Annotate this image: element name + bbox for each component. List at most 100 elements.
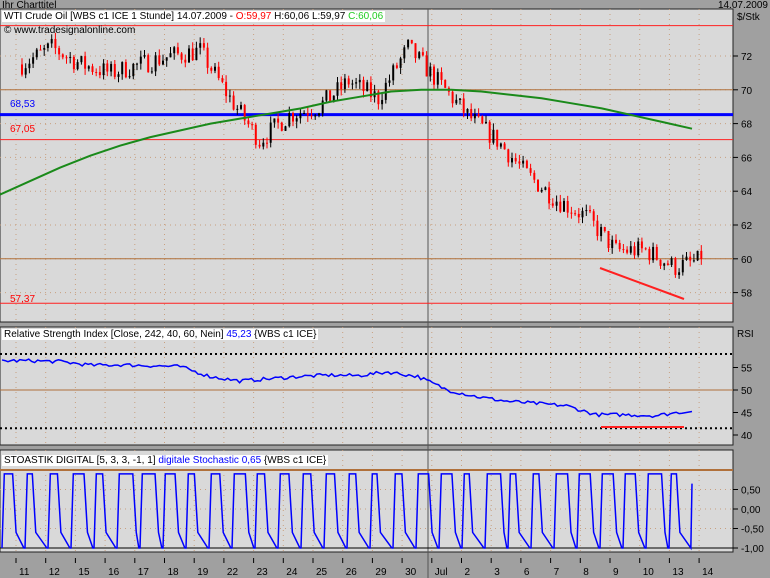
candle-body: [603, 227, 606, 232]
rsi-legend-text: Relative Strength Index [Close, 242, 40,…: [4, 329, 224, 340]
candle-body: [421, 52, 424, 56]
candle-body: [700, 250, 703, 259]
candle-body: [35, 49, 38, 58]
open-value: O:59,97: [235, 11, 272, 22]
candle-body: [325, 90, 328, 101]
candle-body: [369, 82, 372, 98]
candle-body: [615, 239, 617, 243]
candle-body: [377, 91, 380, 105]
candle-body: [191, 48, 194, 61]
candle-body: [321, 100, 324, 114]
candle-body: [444, 79, 447, 88]
candle-body: [485, 121, 487, 124]
candle-body: [262, 142, 265, 147]
level-low-label: 57,37: [10, 294, 36, 305]
stoch-tick-label: 0,50: [741, 486, 761, 497]
candle-body: [91, 66, 94, 73]
candle-body: [418, 52, 421, 59]
candle-body: [332, 95, 335, 101]
price-tick-label: 60: [741, 255, 753, 266]
candle-body: [195, 47, 198, 61]
candle-body: [414, 43, 417, 59]
rsi-value: 45,23: [226, 329, 252, 340]
candle-body: [162, 60, 164, 65]
x-tick-label: 9: [613, 567, 619, 578]
candle-body: [306, 113, 309, 116]
candle-body: [102, 63, 105, 76]
candle-body: [655, 246, 658, 260]
candle-body: [678, 272, 681, 275]
candle-body: [303, 113, 306, 115]
candle-body: [644, 248, 647, 250]
candle-body: [199, 43, 202, 48]
x-tick-label: 19: [197, 567, 209, 578]
divergence-trendline: [599, 267, 685, 300]
low-value: L:59,97: [311, 11, 346, 22]
candle-body: [254, 124, 257, 145]
candle-body: [496, 129, 499, 147]
x-tick-label: 24: [286, 567, 298, 578]
candle-body: [202, 43, 205, 48]
candle-body: [525, 160, 528, 169]
candle-body: [592, 211, 595, 221]
candle-body: [518, 161, 521, 164]
x-tick-label: 30: [405, 567, 417, 578]
candle-body: [28, 63, 31, 69]
candle-body: [455, 99, 458, 104]
candle-body: [310, 115, 313, 117]
candle-body: [154, 55, 157, 72]
candle-body: [80, 56, 83, 63]
candle-body: [251, 124, 254, 126]
x-tick-label: 3: [494, 567, 500, 578]
candle-body: [347, 78, 350, 85]
candle-body: [228, 95, 231, 97]
candle-body: [158, 55, 161, 65]
candle-body: [280, 122, 283, 131]
rsi-tick-label: 45: [741, 409, 753, 420]
candle-body: [689, 256, 692, 261]
candle-body: [21, 64, 23, 75]
candle-body: [217, 66, 220, 79]
candle-body: [232, 95, 235, 110]
window-title: Ihr Charttitel: [2, 0, 57, 11]
candle-body: [147, 55, 150, 73]
candle-body: [681, 259, 684, 273]
candle-body: [488, 121, 491, 143]
candle-body: [388, 80, 391, 83]
candle-body: [284, 126, 287, 131]
candle-body: [247, 120, 250, 125]
candle-body: [499, 143, 502, 147]
price-tick-label: 62: [741, 221, 753, 232]
price-tick-label: 72: [741, 52, 753, 63]
candle-body: [433, 66, 435, 85]
candle-body: [269, 122, 272, 143]
candle-body: [451, 91, 454, 104]
candle-body: [362, 79, 365, 92]
candle-body: [503, 143, 506, 150]
candle-body: [206, 47, 209, 68]
candle-body: [243, 105, 246, 121]
candle-body: [399, 58, 402, 68]
x-tick-label: Jul: [435, 567, 448, 578]
candle-body: [150, 71, 153, 73]
x-tick-label: 10: [643, 567, 655, 578]
x-tick-label: 14: [702, 567, 714, 578]
candle-body: [659, 259, 662, 266]
x-tick-label: 16: [108, 567, 120, 578]
candle-body: [136, 63, 138, 65]
candle-body: [403, 47, 406, 59]
rsi-line: [1, 358, 693, 419]
candle-body: [61, 54, 64, 58]
candle-body: [529, 168, 532, 173]
x-tick-label: 8: [583, 567, 589, 578]
candle-body: [566, 200, 569, 213]
x-tick-label: 13: [672, 567, 684, 578]
stoch-tick-label: 0,00: [741, 505, 761, 516]
candle-body: [225, 81, 228, 97]
x-tick-label: 29: [375, 567, 387, 578]
candle-body: [139, 56, 142, 64]
moving-average-line: [0, 88, 693, 196]
price-tick-label: 68: [741, 120, 753, 131]
candle-body: [329, 90, 332, 101]
